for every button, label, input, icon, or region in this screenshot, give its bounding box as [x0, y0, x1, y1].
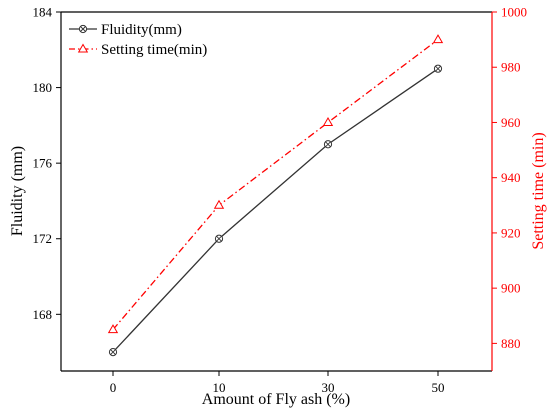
x-tick-label: 50: [432, 380, 445, 395]
right-y-tick-label: 940: [501, 170, 521, 185]
left-y-tick-label: 176: [33, 156, 53, 171]
data-point-setting-time: [432, 34, 444, 44]
data-point-setting-time: [322, 116, 334, 126]
right-y-tick-label: 880: [501, 336, 521, 351]
x-tick-label: 10: [213, 380, 226, 395]
left-y-axis-ticks: 168 172 176 180 184: [33, 5, 61, 322]
legend: Fluidity(mm) Setting time(min): [69, 22, 207, 58]
left-y-tick-label: 184: [33, 5, 53, 20]
right-y-tick-label: 980: [501, 60, 521, 75]
x-tick-label: 0: [110, 380, 117, 395]
right-y-tick-label: 1000: [501, 5, 527, 20]
data-point-setting-time: [213, 199, 225, 209]
data-point-fluidity: [214, 234, 224, 243]
right-y-tick-label: 920: [501, 225, 521, 240]
legend-label-fluidity: Fluidity(mm): [101, 22, 182, 38]
data-point-fluidity: [433, 64, 443, 73]
series-line-setting-time: [112, 39, 439, 330]
right-y-tick-label: 900: [501, 281, 521, 296]
series-layer: [107, 34, 444, 357]
legend-marker-setting-time: [77, 43, 89, 53]
x-tick-label: 30: [322, 380, 335, 395]
left-y-tick-label: 180: [33, 80, 53, 95]
x-axis-ticks: 0 10 30 50: [110, 371, 445, 395]
data-point-fluidity: [323, 140, 333, 149]
data-point-fluidity: [108, 348, 118, 357]
left-y-axis-title: Fluidity (mm): [9, 146, 26, 236]
legend-label-setting-time: Setting time(min): [101, 42, 207, 58]
left-y-tick-label: 172: [33, 231, 53, 246]
right-y-axis-title: Setting time (min): [530, 132, 547, 249]
data-point-setting-time: [107, 324, 119, 334]
right-y-tick-label: 960: [501, 115, 521, 130]
left-y-tick-label: 168: [33, 307, 53, 322]
legend-marker-fluidity: [78, 24, 88, 34]
x-axis-title: Amount of Fly ash (%): [202, 391, 350, 408]
series-line-fluidity: [112, 68, 439, 353]
right-y-axis-ticks: 880 900 920 940 960 980 1000: [492, 5, 527, 351]
